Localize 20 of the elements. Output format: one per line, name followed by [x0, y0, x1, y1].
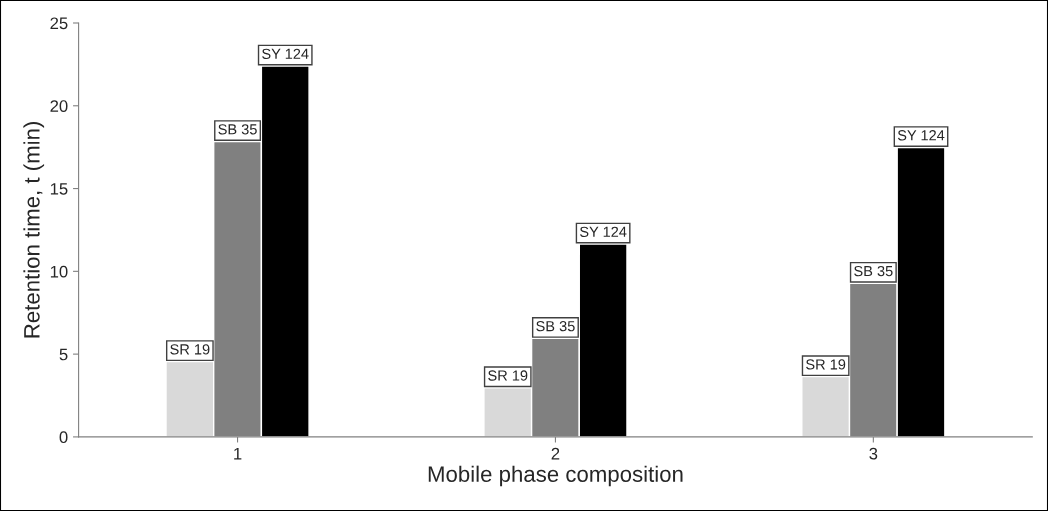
y-tick-label: 0	[59, 431, 68, 444]
series-label: SY 124	[262, 48, 309, 59]
x-tick-label: 1	[234, 447, 242, 460]
x-tick-label: 2	[551, 447, 560, 460]
y-tick-label: 25	[50, 17, 68, 30]
y-tick-label: 15	[50, 183, 68, 195]
text: SB 35	[854, 265, 893, 277]
y-tick-label: 10	[50, 265, 68, 278]
y-tick-label: 5	[59, 348, 68, 361]
x-tick-label: 3	[869, 447, 878, 460]
text: SB 35	[218, 124, 257, 135]
series-label: SR 19	[170, 344, 210, 355]
text: SR 19	[806, 359, 846, 370]
y-tick-label: 20	[50, 100, 68, 112]
y-axis-title: Retention time, t (min)	[23, 122, 45, 338]
series-label: SB 35	[536, 321, 575, 332]
text: SY 124	[580, 226, 627, 237]
text: SY 124	[897, 130, 945, 141]
x-axis-title: Mobile phase composition	[428, 465, 683, 487]
text: SR 19	[488, 370, 528, 381]
